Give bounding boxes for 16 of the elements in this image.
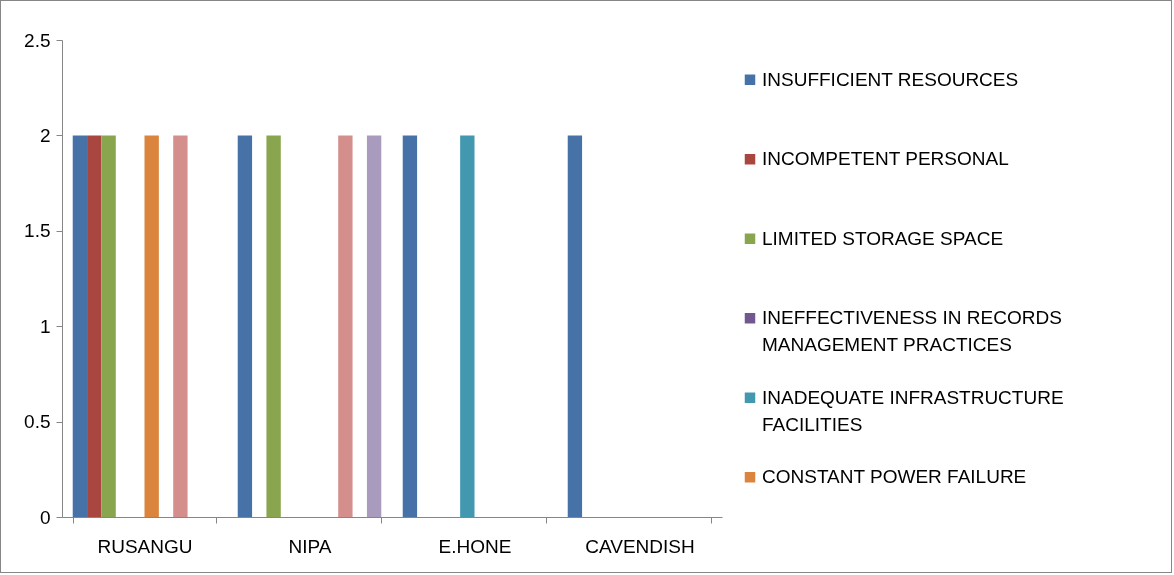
legend-label: LIMITED STORAGE SPACE bbox=[762, 227, 1004, 249]
y-tick-label: 2 bbox=[39, 124, 51, 146]
legend-label: INSUFFICIENT RESOURCES bbox=[762, 68, 1019, 90]
legend-label: CONSTANT POWER FAILURE bbox=[762, 466, 1027, 488]
legend-label: INEFFECTIVENESS IN RECORDS MANAGEMENT PRACTICES bbox=[762, 307, 1062, 356]
y-tick-label: 1.5 bbox=[24, 220, 51, 242]
y-tick-label: 0 bbox=[39, 506, 51, 528]
x-tick-label: RUSANGU bbox=[97, 535, 193, 557]
x-tick-label: NIPA bbox=[288, 535, 332, 557]
legend-label: INCOMPETENT PERSONAL bbox=[762, 148, 1009, 170]
y-tick-label: 1 bbox=[39, 315, 51, 337]
legend-label: INADEQUATE INFRASTRUCTURE FACILITIES bbox=[762, 386, 1064, 435]
y-tick-label: 2.5 bbox=[24, 29, 51, 51]
y-tick-label: 0.5 bbox=[24, 411, 51, 433]
x-tick-label: E.HONE bbox=[438, 535, 512, 557]
x-tick-label: CAVENDISH bbox=[585, 535, 695, 557]
